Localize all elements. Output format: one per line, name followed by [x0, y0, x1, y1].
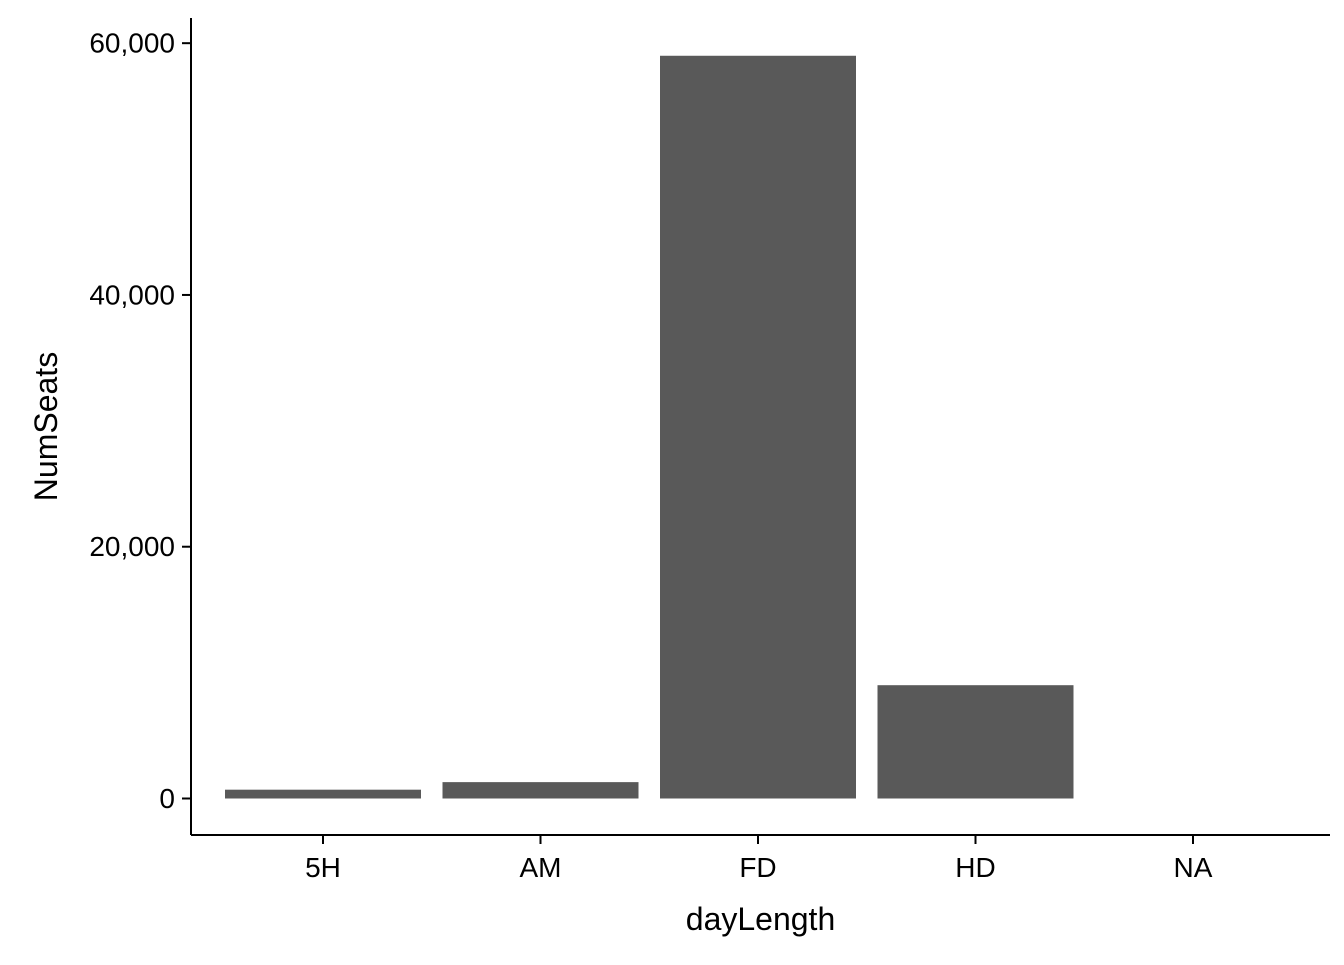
x-tick-label-am: AM: [520, 852, 562, 883]
bar-am: [442, 782, 639, 799]
x-tick-label-hd: HD: [955, 852, 995, 883]
bars-layer: [225, 55, 1074, 799]
y-tick-label: 20,000: [89, 531, 175, 562]
x-tick-label-na: NA: [1174, 852, 1213, 883]
x-axis-ticks: 5H AM FD HD NA: [305, 835, 1213, 883]
y-axis-ticks: 0 20,000 40,000 60,000: [89, 28, 191, 814]
x-axis-title: dayLength: [686, 901, 835, 937]
y-tick-label: 0: [159, 783, 175, 814]
x-tick-label-fd: FD: [739, 852, 776, 883]
y-tick-label: 60,000: [89, 28, 175, 59]
y-tick-label: 40,000: [89, 279, 175, 310]
bar-5h: [225, 789, 421, 799]
bar-fd: [660, 55, 856, 799]
y-axis-title: NumSeats: [28, 352, 64, 501]
x-tick-label-5h: 5H: [305, 852, 341, 883]
bar-hd: [877, 685, 1074, 799]
